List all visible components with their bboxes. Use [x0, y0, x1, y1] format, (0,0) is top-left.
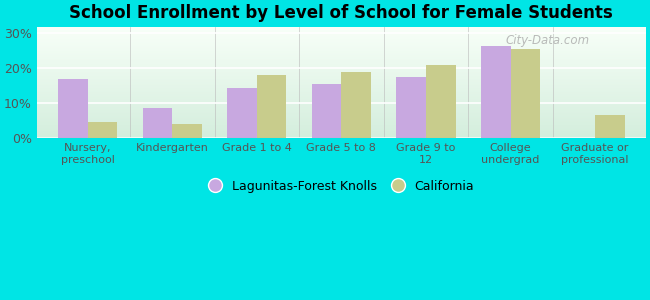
- Bar: [172, 124, 202, 138]
- Bar: [88, 122, 117, 138]
- Title: School Enrollment by Level of School for Female Students: School Enrollment by Level of School for…: [70, 4, 613, 22]
- Bar: [595, 116, 625, 138]
- Bar: [257, 75, 287, 138]
- Bar: [312, 84, 341, 138]
- Legend: Lagunitas-Forest Knolls, California: Lagunitas-Forest Knolls, California: [205, 176, 478, 196]
- Bar: [142, 109, 172, 138]
- Bar: [481, 46, 510, 138]
- Text: City-Data.com: City-Data.com: [506, 34, 590, 47]
- Bar: [510, 49, 540, 138]
- Bar: [396, 77, 426, 138]
- Bar: [58, 79, 88, 138]
- Bar: [426, 65, 456, 138]
- Bar: [341, 72, 371, 138]
- Bar: [227, 88, 257, 138]
